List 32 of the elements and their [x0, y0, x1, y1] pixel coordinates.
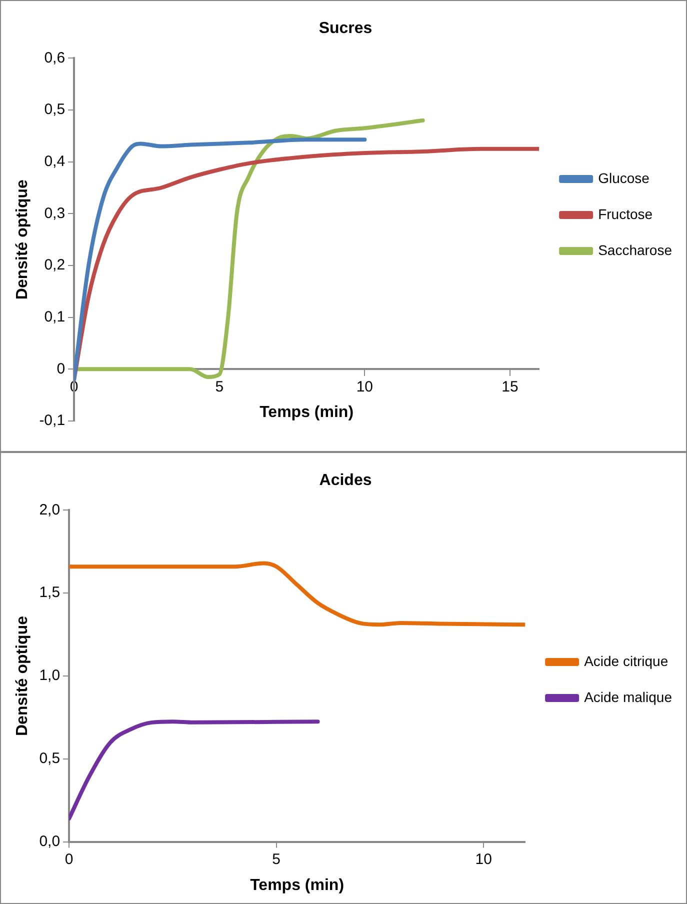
legend-label: Acide malique — [584, 688, 672, 705]
x-tick-label: 15 — [502, 378, 518, 396]
y-tick-label: 0,0 — [39, 832, 60, 850]
x-axis-title: Temps (min) — [260, 404, 354, 422]
x-tick-label: 10 — [356, 378, 374, 396]
y-tick-label: 1,0 — [39, 667, 60, 684]
y-tick-label: 0,2 — [44, 256, 66, 274]
chart-title: Acides — [319, 472, 372, 490]
y-tick-label: 1,5 — [39, 584, 60, 602]
y-tick-label: 0,3 — [44, 204, 66, 222]
legend-label: Glucose — [598, 170, 650, 186]
y-tick-label: 0,1 — [44, 308, 66, 326]
y-tick-label: 2,0 — [39, 501, 60, 518]
y-tick-label: -0,1 — [39, 412, 66, 430]
x-tick-label: 5 — [215, 378, 224, 396]
chart-title: Sucres — [318, 20, 372, 38]
y-tick-label: 0,5 — [44, 101, 66, 118]
line-series — [74, 138, 367, 382]
legend-label: Fructose — [598, 206, 653, 222]
x-tick-label: 5 — [272, 850, 280, 868]
legend-label: Saccharose — [598, 242, 672, 258]
line-series — [69, 561, 526, 627]
y-tick-label: 0,4 — [44, 153, 66, 170]
y-axis-title: Densité optique — [14, 616, 32, 736]
y-tick-label: 0 — [56, 360, 66, 378]
line-series — [69, 720, 320, 821]
x-tick-label: 10 — [475, 850, 492, 868]
x-axis-title: Temps (min) — [250, 876, 344, 894]
legend-label: Acide citrique — [584, 652, 668, 669]
y-axis-title: Densité optique — [14, 180, 32, 300]
y-tick-label: 0,5 — [39, 750, 60, 768]
y-tick-label: 0,6 — [44, 49, 66, 66]
